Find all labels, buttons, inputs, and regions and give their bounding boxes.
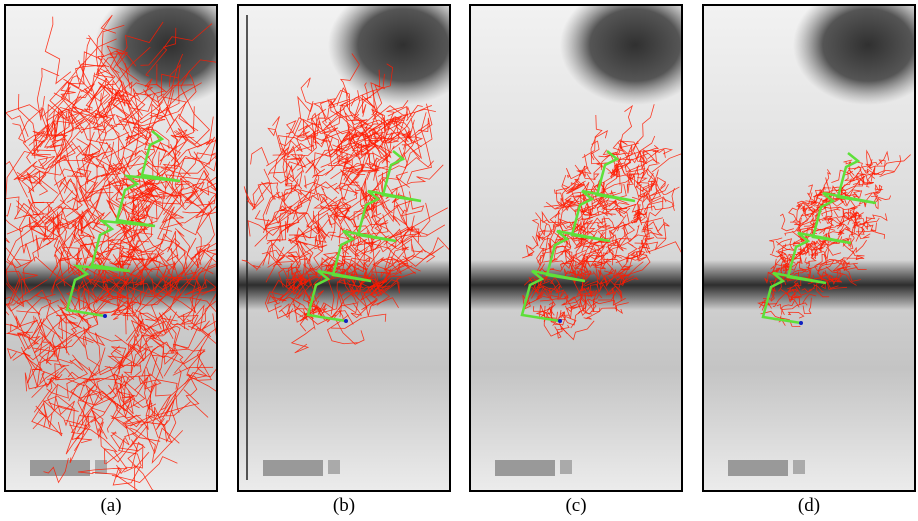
xray-image: [470, 0, 737, 491]
xray-image: [703, 0, 918, 491]
panel-label: (a): [100, 495, 121, 516]
info-box: [728, 460, 788, 476]
blue-point: [103, 314, 107, 318]
panel-label: (c): [565, 495, 586, 516]
xray-image: [0, 0, 260, 516]
info-box: [495, 460, 555, 476]
xray-image: [205, 0, 501, 491]
panels: (a) (b) (c) (d): [0, 0, 918, 516]
figure: (a) (b) (c) (d): [0, 0, 918, 521]
info-box: [793, 460, 805, 474]
info-box: [30, 460, 90, 476]
panel-label: (b): [333, 495, 355, 516]
panel: (c): [470, 0, 737, 516]
info-box: [328, 460, 340, 474]
blue-point: [558, 319, 562, 323]
dark-band: [703, 260, 915, 310]
panel: (d): [703, 0, 918, 516]
blue-point: [799, 321, 803, 325]
blue-point: [344, 319, 348, 323]
info-box: [560, 460, 572, 474]
panel-label: (d): [798, 495, 820, 516]
info-box: [95, 460, 107, 474]
info-box: [263, 460, 323, 476]
panel: (b): [205, 0, 501, 516]
panel: (a): [0, 0, 260, 516]
